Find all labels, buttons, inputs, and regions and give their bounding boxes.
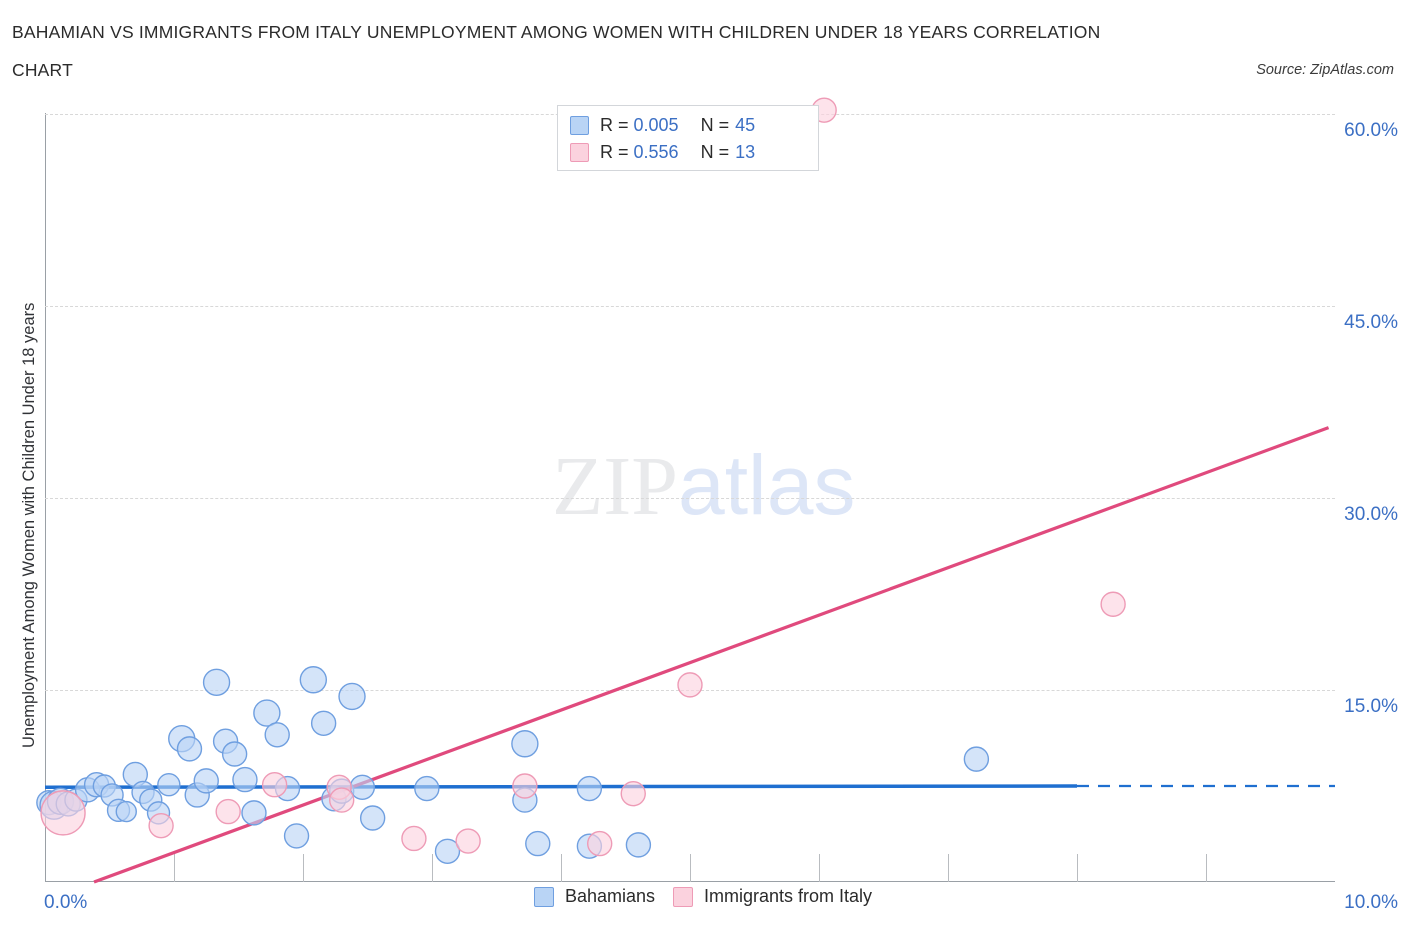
- gridline-15.0: [45, 690, 1335, 691]
- gridline-45.0: [45, 306, 1335, 307]
- y-axis-tick-label: 30.0%: [1344, 504, 1398, 525]
- legend-label-bahamians: Bahamians: [564, 886, 656, 906]
- x-axis-tick: [819, 854, 820, 882]
- y-axis-tick-label: 15.0%: [1344, 696, 1398, 717]
- series-legend: Bahamians Immigrants from Italy: [0, 886, 1406, 907]
- stats-n-value-1: 45: [735, 115, 756, 135]
- x-axis-tick: [303, 854, 304, 882]
- y-axis-tick-label: 60.0%: [1344, 120, 1398, 141]
- chart-title-line-2: CHART: [12, 60, 73, 80]
- x-axis-tick: [1206, 854, 1207, 882]
- stats-r-label-1: R =: [600, 115, 629, 135]
- stats-r-value-1: 0.005: [633, 115, 679, 135]
- stats-swatch-blue: [570, 116, 589, 135]
- legend-swatch-bahamians: [533, 886, 554, 907]
- x-axis-tick: [174, 854, 175, 882]
- stats-swatch-pink: [570, 143, 589, 162]
- y-axis-tick-label: 45.0%: [1344, 312, 1398, 333]
- legend-item-immigrants-from-italy[interactable]: Immigrants from Italy: [673, 886, 872, 907]
- legend-swatch-immigrants-from-italy: [673, 886, 694, 907]
- plot-area: [45, 113, 1335, 882]
- x-axis-tick: [690, 854, 691, 882]
- stats-n-label-2: N =: [700, 142, 730, 162]
- legend-item-bahamians[interactable]: Bahamians: [533, 886, 656, 907]
- x-axis-tick: [948, 854, 949, 882]
- stats-r-value-2: 0.556: [633, 142, 679, 162]
- correlation-stats-box: R = 0.005 N = 45 R = 0.556 N = 13: [557, 105, 819, 171]
- gridline-30.0: [45, 498, 1335, 499]
- x-axis-max-label: 10.0%: [1344, 892, 1398, 913]
- stats-row-immigrants-from-italy: R = 0.556 N = 13: [570, 139, 808, 166]
- y-axis-line: [45, 113, 46, 882]
- stats-row-bahamians: R = 0.005 N = 45: [570, 112, 808, 139]
- source-attribution: Source: ZipAtlas.com: [1256, 62, 1394, 78]
- chart-title-line-1: BAHAMIAN VS IMMIGRANTS FROM ITALY UNEMPL…: [12, 22, 1101, 42]
- legend-label-immigrants-from-italy: Immigrants from Italy: [704, 886, 873, 906]
- stats-n-label-1: N =: [700, 115, 730, 135]
- x-axis-tick: [561, 854, 562, 882]
- x-axis-tick: [432, 854, 433, 882]
- stats-r-label-2: R =: [600, 142, 629, 162]
- x-axis-min-label: 0.0%: [44, 892, 88, 913]
- y-axis-title-label: Unemployment Among Women with Children U…: [20, 302, 38, 748]
- y-axis-title: Unemployment Among Women with Children U…: [0, 0, 38, 748]
- x-axis-tick: [1077, 854, 1078, 882]
- stats-n-value-2: 13: [735, 142, 756, 162]
